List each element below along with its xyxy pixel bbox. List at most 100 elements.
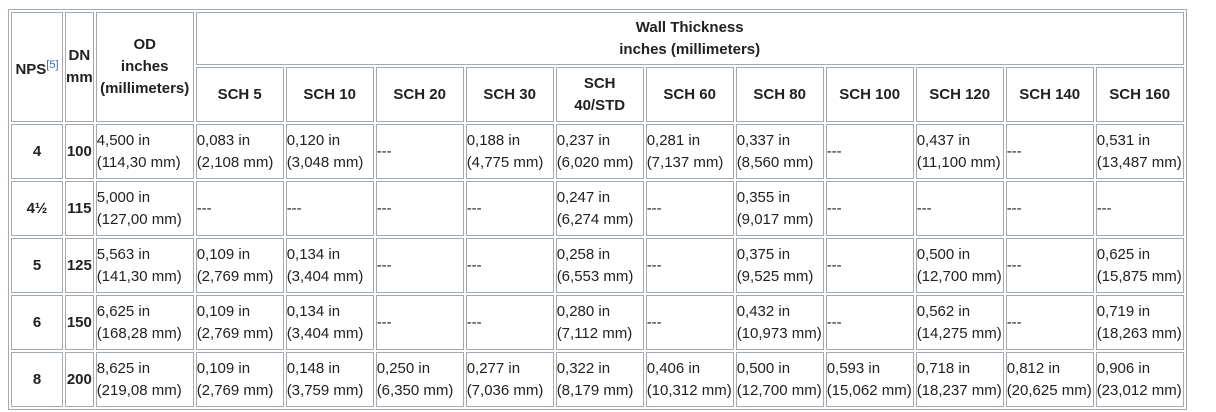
cell-text: SCH 5 (217, 85, 262, 103)
cell-text: SCH 30 (483, 85, 536, 103)
cell-line: (219,08 mm) (96, 381, 182, 399)
cell-text: SCH 160 (1109, 85, 1171, 103)
dn-cell: 115 (65, 181, 94, 236)
wall-cell: --- (465, 238, 554, 293)
schedule-header: SCH 140 (1005, 67, 1094, 122)
wall-cell: 0,188 in (4,775 mm) (465, 124, 554, 179)
cell-text: --- (646, 256, 662, 274)
od-cell: 4,500 in (114,30 mm) (95, 124, 194, 179)
cell-line: 8,625 in (96, 359, 151, 377)
cell-line: 0,375 in (736, 245, 791, 263)
wall-cell: 0,281 in (7,137 mm) (645, 124, 734, 179)
nps-header: NPS[5] (11, 12, 63, 122)
schedule-header: SCH 30 (465, 67, 554, 122)
schedule-row: SCH 5 SCH 10 SCH 20 SCH 30 SCH 40/STD SCH 60 SC… (11, 67, 1184, 122)
data-row: 6 150 6,625 in (168,28 mm) 0,109 in (2,769 mm… (11, 295, 1184, 350)
cell-line: 0,355 in (736, 188, 791, 206)
schedule-header: SCH 5 (195, 67, 284, 122)
wall-cell: --- (1005, 181, 1094, 236)
wall-cell: --- (1005, 124, 1094, 179)
wall-cell: 0,625 in (15,875 mm) (1095, 238, 1184, 293)
wall-cell: 0,120 in (3,048 mm) (285, 124, 374, 179)
cell-text: --- (1006, 142, 1022, 160)
data-row: 5 125 5,563 in (141,30 mm) 0,109 in (2,769 mm… (11, 238, 1184, 293)
wall-cell: 0,280 in (7,112 mm) (555, 295, 644, 350)
cell-text: --- (376, 313, 392, 331)
cell-line: Wall Thickness (635, 18, 744, 36)
cell-line: (2,769 mm) (196, 324, 274, 342)
wall-cell: 0,375 in (9,525 mm) (735, 238, 824, 293)
wall-cell: 0,437 in (11,100 mm) (915, 124, 1004, 179)
wall-cell: --- (465, 295, 554, 350)
cell-line: 0,906 in (1096, 359, 1151, 377)
cell-text: --- (646, 313, 662, 331)
cell-text: SCH 20 (393, 85, 446, 103)
wall-cell: 0,500 in (12,700 mm) (915, 238, 1004, 293)
table-head: NPS[5] DN mm OD inches (millimeters) Wall T… (11, 12, 1184, 122)
nps-cell: 4½ (11, 181, 63, 236)
wall-cell: 0,237 in (6,020 mm) (555, 124, 644, 179)
reference-link[interactable]: [5] (46, 59, 59, 71)
cell-text: --- (376, 199, 392, 217)
wall-cell: --- (825, 181, 914, 236)
cell-text: 100 (66, 142, 92, 160)
cell-line: 0,500 in (916, 245, 971, 263)
cell-line: SCH (583, 74, 616, 92)
cell-line: 0,562 in (916, 302, 971, 320)
cell-line: 0,432 in (736, 302, 791, 320)
wall-cell: 0,337 in (8,560 mm) (735, 124, 824, 179)
cell-line: (6,553 mm) (556, 267, 634, 285)
cell-line: (20,625 mm) (1006, 381, 1092, 399)
cell-line: 0,237 in (556, 131, 611, 149)
wall-cell: --- (915, 181, 1004, 236)
data-row: 8 200 8,625 in (219,08 mm) 0,109 in (2,769 mm… (11, 352, 1184, 407)
cell-line: (7,137 mm) (646, 153, 724, 171)
cell-text: --- (196, 199, 212, 217)
cell-line: (141,30 mm) (96, 267, 182, 285)
cell-text: --- (1006, 256, 1022, 274)
cell-line: 0,531 in (1096, 131, 1151, 149)
cell-line: (3,048 mm) (286, 153, 364, 171)
od-header: OD inches (millimeters) (95, 12, 194, 122)
cell-line: 0,437 in (916, 131, 971, 149)
cell-line: (3,404 mm) (286, 267, 364, 285)
cell-line: (10,312 mm) (646, 381, 732, 399)
cell-line: (168,28 mm) (96, 324, 182, 342)
cell-line: (6,020 mm) (556, 153, 634, 171)
cell-line: 5,563 in (96, 245, 151, 263)
cell-line: (11,100 mm) (916, 153, 1001, 171)
header-row: NPS[5] DN mm OD inches (millimeters) Wall T… (11, 12, 1184, 122)
cell-text: 4½ (26, 199, 48, 217)
wall-cell: 0,148 in (3,759 mm) (285, 352, 374, 407)
cell-line: 40/STD (574, 96, 626, 114)
cell-line: 0,812 in (1006, 359, 1061, 377)
wall-cell: 0,109 in (2,769 mm) (195, 352, 284, 407)
cell-line: 6,625 in (96, 302, 151, 320)
wall-cell: 0,109 in (2,769 mm) (195, 295, 284, 350)
cell-line: 0,280 in (556, 302, 611, 320)
cell-text: --- (826, 199, 842, 217)
cell-text: --- (646, 199, 662, 217)
wall-cell: 0,134 in (3,404 mm) (285, 238, 374, 293)
cell-line: 0,134 in (286, 302, 341, 320)
cell-line: 0,281 in (646, 131, 701, 149)
cell-text: SCH 10 (303, 85, 356, 103)
cell-line: 0,109 in (196, 359, 251, 377)
wall-cell: 0,593 in (15,062 mm) (825, 352, 914, 407)
wall-cell: 0,406 in (10,312 mm) (645, 352, 734, 407)
cell-line: (12,700 mm) (736, 381, 822, 399)
wall-cell: 0,719 in (18,263 mm) (1095, 295, 1184, 350)
cell-text: --- (826, 142, 842, 160)
header-text: NPS (15, 61, 47, 78)
wall-cell: --- (825, 295, 914, 350)
cell-text: --- (826, 256, 842, 274)
cell-line: 0,337 in (736, 131, 791, 149)
cell-text: --- (916, 199, 932, 217)
cell-text: 4 (32, 142, 42, 160)
cell-text: SCH 80 (753, 85, 806, 103)
nps-cell: 6 (11, 295, 63, 350)
dn-cell: 100 (65, 124, 94, 179)
wall-cell: 0,355 in (9,017 mm) (735, 181, 824, 236)
cell-text: --- (466, 199, 482, 217)
cell-line: 0,277 in (466, 359, 521, 377)
